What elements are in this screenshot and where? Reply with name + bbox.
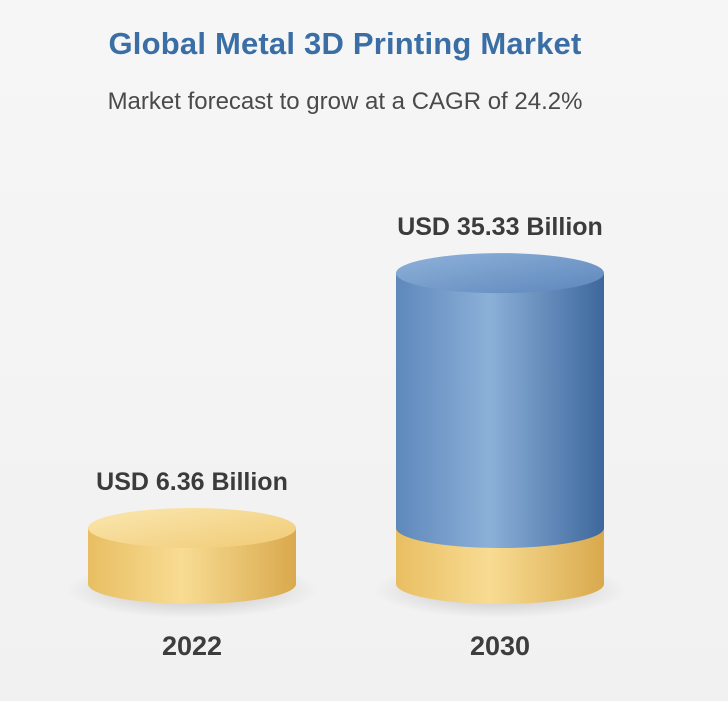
- cylinder-top-2030: [396, 253, 604, 294]
- category-label-2022: 2022: [162, 631, 222, 661]
- value-label-2030: USD 35.33 Billion: [397, 213, 603, 241]
- cylinder-base-segment-2030: [396, 528, 604, 604]
- category-label-2030: 2030: [470, 631, 530, 661]
- chart-subtitle: Market forecast to grow at a CAGR of 24.…: [107, 88, 583, 115]
- chart-title: Global Metal 3D Printing Market: [108, 26, 582, 61]
- value-label-2022: USD 6.36 Billion: [96, 468, 288, 496]
- cylinder-growth-segment-2030: [396, 273, 604, 549]
- cylinder-top-2022: [88, 508, 296, 549]
- cylinder-base-segment-2022: [88, 528, 296, 604]
